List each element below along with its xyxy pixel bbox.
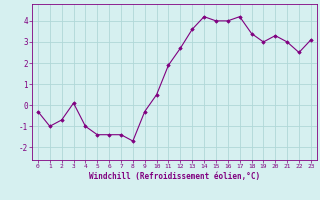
X-axis label: Windchill (Refroidissement éolien,°C): Windchill (Refroidissement éolien,°C): [89, 172, 260, 181]
